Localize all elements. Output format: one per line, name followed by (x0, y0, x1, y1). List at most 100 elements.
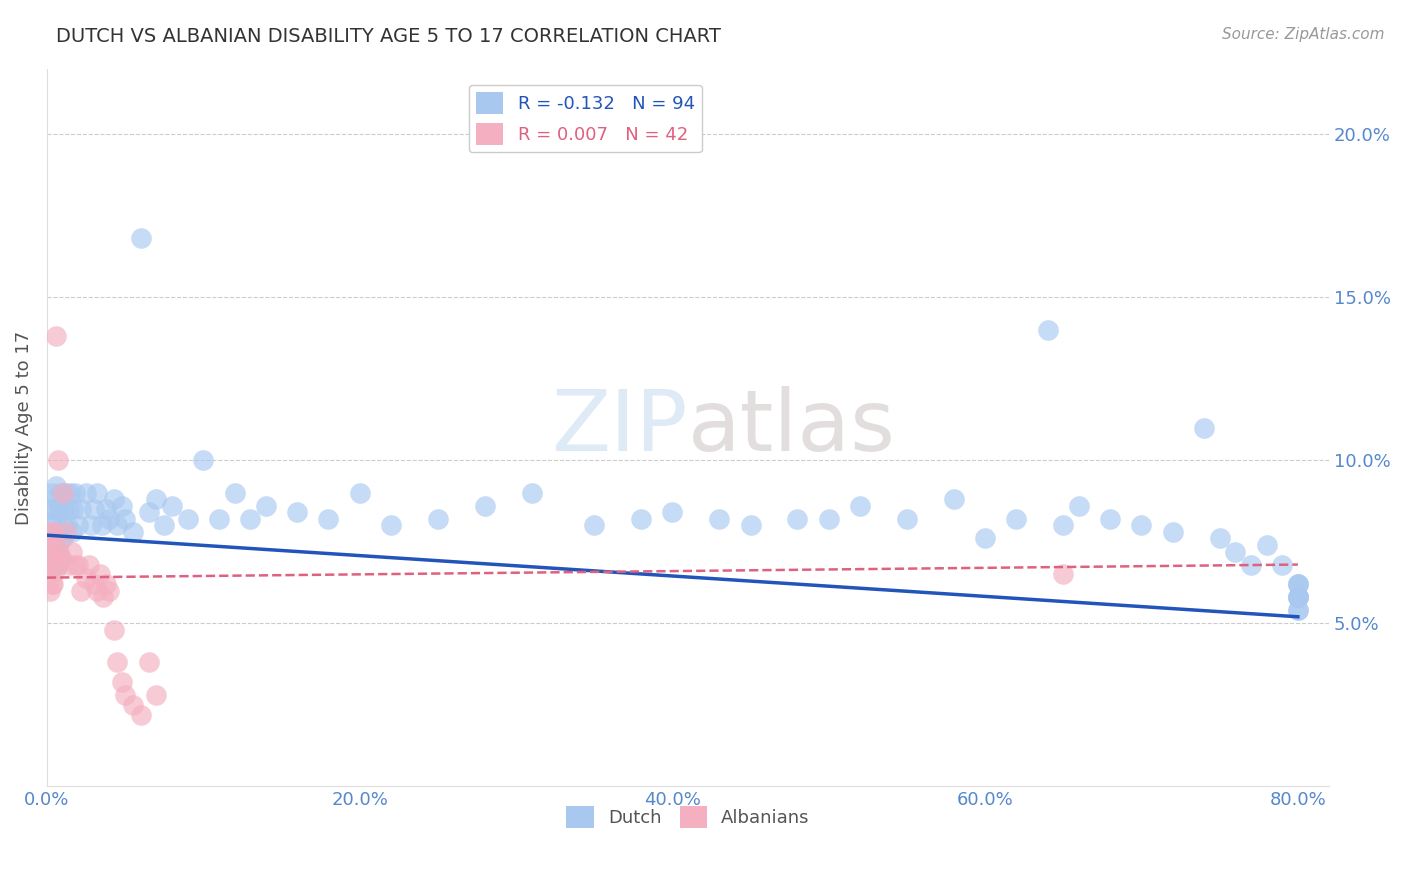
Point (817, 512, 839, 526)
Point (1225, 544, 1247, 558)
Point (105, 518, 128, 533)
Point (1256, 538, 1278, 552)
Point (39, 558, 62, 572)
Point (224, 485, 246, 500)
Point (239, 512, 262, 526)
Point (1067, 499, 1090, 513)
Point (318, 512, 340, 526)
Point (160, 499, 183, 513)
Point (60, 544, 83, 558)
Point (740, 518, 762, 533)
Point (1286, 591, 1309, 605)
Point (122, 698, 145, 712)
Point (1192, 420, 1215, 434)
Point (42, 524, 65, 539)
Point (849, 499, 872, 513)
Point (42, 502, 65, 516)
Y-axis label: Disability Age 5 to 17: Disability Age 5 to 17 (15, 330, 32, 524)
Point (49, 551, 72, 566)
Point (41, 524, 63, 539)
Point (96, 577, 118, 591)
Point (1286, 591, 1309, 605)
Point (53, 502, 76, 516)
Point (42, 577, 65, 591)
Point (1240, 558, 1263, 572)
Text: ZIP: ZIP (551, 386, 688, 469)
Point (46, 453, 69, 467)
Point (942, 492, 965, 507)
Point (1099, 512, 1122, 526)
Point (79, 518, 101, 533)
Point (89, 567, 111, 582)
Point (786, 512, 808, 526)
Point (44, 492, 66, 507)
Point (111, 499, 134, 513)
Point (129, 707, 152, 722)
Point (41, 551, 63, 566)
Point (138, 505, 160, 519)
Point (63, 558, 86, 572)
Point (83, 577, 105, 591)
Point (42, 534, 65, 549)
Point (70, 583, 93, 598)
Point (45, 329, 67, 343)
Point (55, 485, 77, 500)
Point (98, 512, 121, 526)
Point (103, 492, 125, 507)
Point (129, 231, 152, 245)
Point (83, 502, 105, 516)
Point (208, 512, 231, 526)
Point (520, 485, 543, 500)
Point (59, 485, 82, 500)
Point (39, 534, 62, 549)
Point (37, 534, 59, 549)
Point (42, 551, 65, 566)
Point (51, 485, 73, 500)
Point (1286, 603, 1309, 617)
Point (153, 518, 176, 533)
Point (86, 583, 108, 598)
Point (1052, 518, 1074, 533)
Point (44, 558, 66, 572)
Point (896, 512, 918, 526)
Point (41, 518, 63, 533)
Point (51, 518, 73, 533)
Point (48, 534, 70, 549)
Text: DUTCH VS ALBANIAN DISABILITY AGE 5 TO 17 CORRELATION CHART: DUTCH VS ALBANIAN DISABILITY AGE 5 TO 17… (56, 27, 721, 45)
Point (426, 512, 449, 526)
Point (1161, 524, 1184, 539)
Point (39, 502, 62, 516)
Point (37, 558, 59, 572)
Text: atlas: atlas (688, 386, 896, 469)
Point (111, 675, 134, 690)
Point (380, 518, 402, 533)
Point (1208, 532, 1230, 546)
Point (44, 524, 66, 539)
Point (55, 524, 77, 539)
Point (86, 485, 108, 500)
Point (51, 532, 73, 546)
Point (45, 512, 67, 526)
Point (176, 512, 198, 526)
Point (122, 524, 145, 539)
Point (90, 518, 112, 533)
Text: Source: ZipAtlas.com: Source: ZipAtlas.com (1222, 27, 1385, 42)
Point (41, 551, 63, 566)
Point (67, 518, 90, 533)
Point (1036, 323, 1059, 337)
Point (45, 544, 67, 558)
Point (41, 577, 63, 591)
Point (44, 564, 66, 578)
Point (67, 558, 90, 572)
Point (46, 558, 69, 572)
Point (661, 505, 683, 519)
Point (285, 505, 308, 519)
Point (45, 479, 67, 493)
Point (49, 551, 72, 566)
Point (1052, 567, 1074, 582)
Point (103, 623, 125, 637)
Point (145, 688, 167, 702)
Point (41, 485, 63, 500)
Point (48, 502, 70, 516)
Point (46, 524, 69, 539)
